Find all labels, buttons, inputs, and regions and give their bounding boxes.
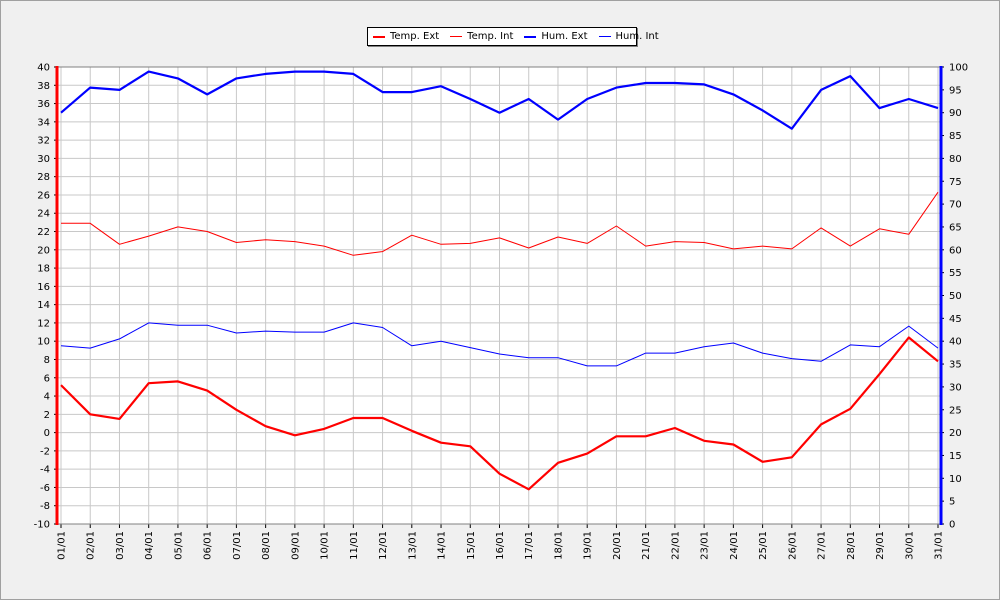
y-left-tick-label: 20: [37, 245, 50, 256]
x-tick-label: 12/01: [378, 531, 389, 560]
y-left-tick-label: 32: [37, 136, 50, 147]
x-tick-label: 18/01: [553, 531, 564, 560]
y-right-tick-label: 5: [949, 497, 955, 508]
legend-label-temp-int: Temp. Int: [467, 31, 514, 42]
legend-item-temp-ext: Temp. Ext: [373, 31, 439, 42]
x-tick-label: 15/01: [466, 531, 477, 560]
legend-label-temp-ext: Temp. Ext: [390, 31, 440, 42]
y-left-tick-label: 14: [37, 300, 50, 311]
y-right-tick-label: 45: [949, 314, 962, 325]
x-tick-label: 02/01: [86, 531, 97, 560]
legend-item-hum-ext: Hum. Ext: [524, 31, 588, 42]
y-left-tick-label: 36: [37, 99, 50, 110]
x-tick-label: 22/01: [670, 531, 681, 560]
legend: Temp. Ext Temp. Int Hum. Ext Hum. Int: [367, 27, 659, 46]
y-right-tick-label: 25: [949, 405, 962, 416]
legend-swatch-temp-int: [450, 36, 463, 37]
x-tick-label: 17/01: [524, 531, 535, 560]
y-right-tick-label: 75: [949, 177, 962, 188]
x-tick-label: 09/01: [290, 531, 301, 560]
x-tick-label: 23/01: [700, 531, 711, 560]
series-line-2: [60, 70, 939, 130]
series-line-1: [61, 191, 939, 256]
x-tick-label: 28/01: [846, 531, 857, 560]
series-line-3: [60, 322, 939, 367]
y-left-tick-label: 12: [37, 318, 50, 329]
y-right-tick-label: 15: [949, 451, 962, 462]
y-left-tick-label: -8: [40, 501, 50, 512]
y-left-tick-label: 38: [37, 81, 50, 92]
y-left-tick-label: 40: [37, 63, 50, 74]
y-left-tick-label: 16: [37, 282, 50, 293]
x-tick-label: 01/01: [57, 531, 68, 560]
legend-swatch-hum-ext: [524, 35, 537, 38]
x-tick-label: 20/01: [612, 531, 623, 560]
y-right-tick-label: 90: [949, 108, 962, 119]
x-tick-label: 26/01: [787, 531, 798, 560]
y-right-tick-label: 65: [949, 222, 962, 233]
x-tick-label: 10/01: [320, 531, 331, 560]
x-tick-label: 19/01: [583, 531, 594, 560]
y-right-tick-label: 100: [949, 63, 968, 74]
y-left-tick-label: 30: [37, 154, 50, 165]
y-right-tick-label: 35: [949, 360, 962, 371]
x-tick-label: 13/01: [407, 531, 418, 560]
legend-swatch-temp-ext: [373, 35, 385, 38]
x-tick-label: 04/01: [144, 531, 155, 560]
y-right-tick-label: 40: [949, 337, 962, 348]
legend-label-hum-int: Hum. Int: [615, 31, 659, 42]
y-left-tick-label: 4: [44, 392, 50, 403]
y-left-tick-label: 6: [44, 373, 50, 384]
y-left-tick-label: 28: [37, 172, 50, 183]
y-left-tick-label: 22: [37, 227, 50, 238]
x-tick-label: 24/01: [729, 531, 740, 560]
x-tick-label: 11/01: [349, 531, 360, 560]
x-tick-label: 25/01: [758, 531, 769, 560]
x-tick-label: 31/01: [934, 531, 945, 560]
y-left-tick-label: -10: [34, 520, 50, 531]
y-left-tick-label: -4: [40, 465, 50, 476]
y-left-tick-label: -6: [40, 483, 50, 494]
x-tick-label: 30/01: [904, 531, 915, 560]
legend-item-hum-int: Hum. Int: [598, 31, 659, 42]
y-right-tick-label: 80: [949, 154, 962, 165]
y-right-tick-label: 55: [949, 268, 962, 279]
x-tick-label: 06/01: [203, 531, 214, 560]
y-right-tick-label: 95: [949, 85, 962, 96]
y-left-tick-label: 0: [44, 428, 50, 439]
y-right-tick-label: 85: [949, 131, 962, 142]
y-left-tick-label: 10: [37, 337, 50, 348]
y-right-tick-label: 0: [949, 520, 955, 531]
y-right-tick-label: 30: [949, 382, 962, 393]
y-right-tick-label: 60: [949, 245, 962, 256]
x-tick-label: 16/01: [495, 531, 506, 560]
legend-label-hum-ext: Hum. Ext: [541, 31, 588, 42]
y-left-tick-label: 2: [44, 410, 50, 421]
y-left-tick-label: -2: [40, 446, 50, 457]
x-tick-label: 29/01: [875, 531, 886, 560]
x-tick-label: 03/01: [115, 531, 126, 560]
x-tick-label: 05/01: [173, 531, 184, 560]
y-left-tick-label: 8: [44, 355, 50, 366]
y-left-tick-label: 26: [37, 190, 50, 201]
y-left-tick-label: 18: [37, 264, 50, 275]
y-left-tick-label: 24: [37, 209, 50, 220]
y-left-tick-label: 34: [37, 117, 50, 128]
legend-swatch-hum-int: [598, 36, 611, 37]
x-tick-label: 14/01: [437, 531, 448, 560]
y-right-tick-label: 20: [949, 428, 962, 439]
y-right-tick-label: 50: [949, 291, 962, 302]
legend-item-temp-int: Temp. Int: [450, 31, 513, 42]
x-tick-label: 08/01: [261, 531, 272, 560]
y-right-tick-label: 70: [949, 200, 962, 211]
x-tick-label: 21/01: [641, 531, 652, 560]
x-tick-label: 07/01: [232, 531, 243, 560]
series-line-0: [60, 336, 939, 491]
x-tick-label: 27/01: [817, 531, 828, 560]
y-right-tick-label: 10: [949, 474, 962, 485]
